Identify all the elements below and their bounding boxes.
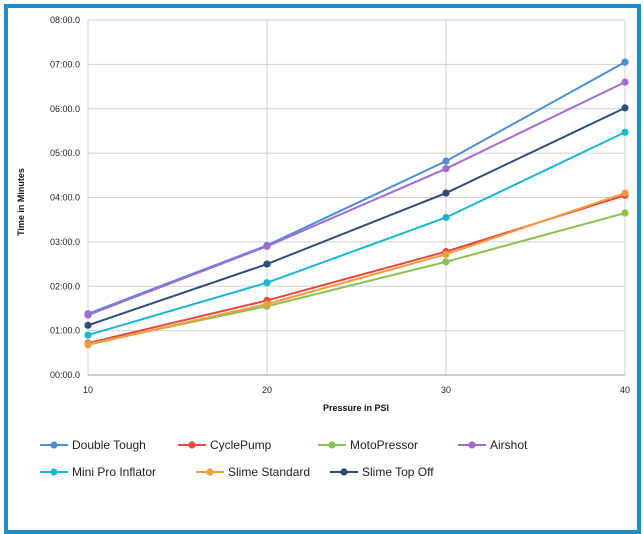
legend-swatch-marker	[328, 441, 336, 449]
data-point	[442, 165, 450, 173]
legend-label: Double Tough	[72, 438, 146, 452]
legend-swatch-marker	[188, 441, 196, 449]
data-point	[621, 104, 629, 112]
legend-item: Slime Standard	[196, 465, 310, 479]
legend-swatch-marker	[50, 441, 58, 449]
y-tick-label: 06:00.0	[50, 104, 80, 114]
data-point	[442, 157, 450, 165]
series-cyclepump	[84, 191, 629, 347]
y-tick-labels: 00:00.0 01:00.0 02:00.0 03:00.0 04:00.0 05:00…	[50, 15, 80, 380]
data-point	[621, 209, 629, 217]
y-tick-label: 02:00.0	[50, 281, 80, 291]
legend-label: Slime Top Off	[362, 465, 434, 479]
data-point	[84, 341, 92, 349]
legend: Double Tough CyclePump MotoPressor Airshot M…	[40, 438, 528, 479]
data-point	[263, 260, 271, 268]
series-mini-pro-inflator	[84, 128, 629, 339]
series-line	[87, 131, 626, 337]
data-point	[442, 213, 450, 222]
y-tick-label: 05:00.0	[50, 148, 80, 158]
y-axis-title: Time in Minutes	[16, 168, 26, 236]
series-line	[87, 106, 626, 327]
legend-label: MotoPressor	[350, 438, 418, 452]
series-slime-top-off	[84, 104, 629, 329]
legend-item: Slime Top Off	[330, 465, 434, 479]
data-point	[84, 321, 92, 329]
legend-swatch-marker	[50, 468, 58, 476]
data-point	[263, 300, 271, 308]
series-airshot	[84, 78, 629, 319]
x-tick-label: 20	[262, 385, 272, 395]
legend-item: MotoPressor	[318, 438, 418, 452]
y-tick-label: 08:00.0	[50, 15, 80, 25]
x-axis-title: Pressure in PSI	[323, 403, 389, 413]
data-point	[621, 189, 629, 197]
data-point	[621, 128, 629, 136]
legend-item: Airshot	[458, 438, 528, 452]
x-tick-label: 10	[83, 385, 93, 395]
legend-label: Airshot	[490, 438, 528, 452]
data-point	[263, 242, 271, 250]
series-lines	[84, 58, 629, 349]
legend-label: Slime Standard	[228, 465, 310, 479]
data-point	[442, 250, 450, 258]
series-line	[87, 81, 626, 317]
legend-label: Mini Pro Inflator	[72, 465, 156, 479]
y-tick-label: 01:00.0	[50, 326, 80, 336]
legend-item: Mini Pro Inflator	[40, 465, 156, 479]
legend-swatch-marker	[340, 468, 348, 476]
legend-item: CyclePump	[178, 438, 272, 452]
series-line	[87, 61, 626, 315]
x-tick-label: 40	[620, 385, 630, 395]
data-point	[263, 279, 271, 287]
data-point	[84, 331, 92, 339]
data-point	[621, 58, 629, 66]
x-tick-labels: 10 20 30 40	[83, 385, 630, 395]
series-line	[87, 192, 626, 346]
grid-lines	[87, 19, 626, 376]
data-point	[442, 189, 450, 197]
data-point	[621, 78, 629, 86]
data-point	[84, 311, 92, 319]
series-slime-standard	[84, 189, 629, 349]
y-tick-label: 04:00.0	[50, 193, 80, 203]
y-tick-label: 07:00.0	[50, 59, 80, 69]
legend-item: Double Tough	[40, 438, 146, 452]
series-line	[87, 194, 626, 345]
data-point	[442, 258, 450, 266]
y-tick-label: 03:00.0	[50, 237, 80, 247]
x-tick-label: 30	[441, 385, 451, 395]
y-tick-label: 00:00.0	[50, 370, 80, 380]
legend-swatch-marker	[206, 468, 214, 476]
legend-swatch-marker	[468, 441, 476, 449]
legend-label: CyclePump	[210, 438, 272, 452]
